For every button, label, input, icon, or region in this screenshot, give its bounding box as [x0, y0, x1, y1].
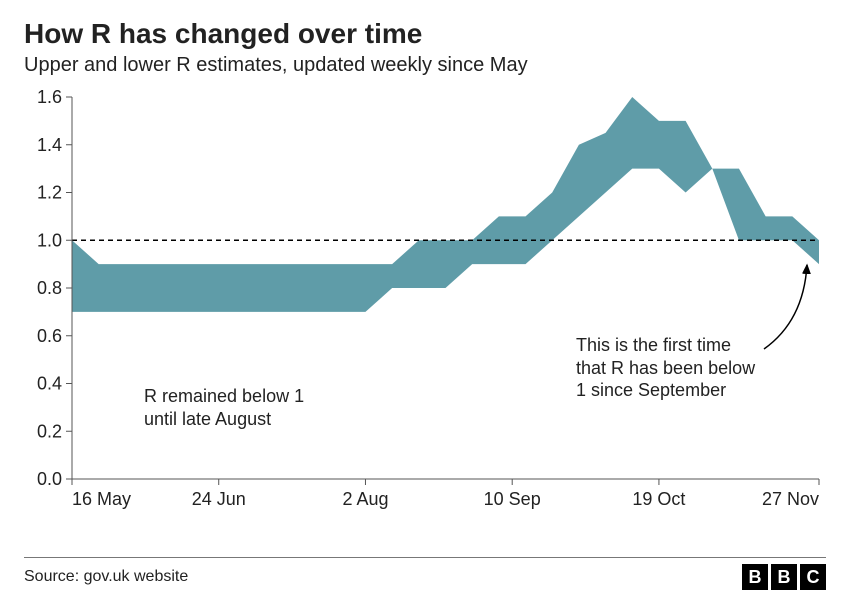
chart-container: How R has changed over time Upper and lo… — [0, 0, 850, 600]
bbc-box-0: B — [742, 564, 768, 590]
y-tick-label: 1.6 — [37, 89, 62, 107]
y-tick-label: 0.6 — [37, 326, 62, 346]
x-tick-label: 10 Sep — [484, 489, 541, 509]
source-text: Source: gov.uk website — [24, 568, 188, 586]
y-tick-label: 1.2 — [37, 183, 62, 203]
y-tick-label: 0.0 — [37, 469, 62, 489]
footer: Source: gov.uk website B B C — [24, 557, 826, 590]
chart-subtitle: Upper and lower R estimates, updated wee… — [24, 54, 826, 77]
x-tick-label: 16 May — [72, 489, 131, 509]
x-tick-label: 24 Jun — [192, 489, 246, 509]
chart-svg: 0.0 0.2 0.4 0.6 0.8 1.0 1.2 1.4 1.6 16 May 24 Jun 2… — [24, 89, 824, 514]
y-tick-label: 0.2 — [37, 421, 62, 441]
y-tick-label: 0.4 — [37, 374, 62, 394]
x-tick-label: 2 Aug — [342, 489, 388, 509]
x-tick-label: 19 Oct — [632, 489, 685, 509]
annotation-right: This is the first time that R has been b… — [576, 334, 755, 402]
bbc-box-1: B — [771, 564, 797, 590]
annotation-arrow — [764, 265, 807, 349]
bbc-box-2: C — [800, 564, 826, 590]
y-tick-label: 1.4 — [37, 135, 62, 155]
y-tick-label: 1.0 — [37, 230, 62, 250]
annotation-left: R remained below 1 until late August — [144, 385, 304, 430]
x-tick-label: 27 Nov — [762, 489, 819, 509]
chart-title: How R has changed over time — [24, 18, 826, 50]
y-tick-label: 0.8 — [37, 278, 62, 298]
r-band — [72, 97, 819, 312]
chart-area: 0.0 0.2 0.4 0.6 0.8 1.0 1.2 1.4 1.6 16 May 24 Jun 2… — [24, 89, 824, 514]
bbc-logo: B B C — [742, 564, 826, 590]
